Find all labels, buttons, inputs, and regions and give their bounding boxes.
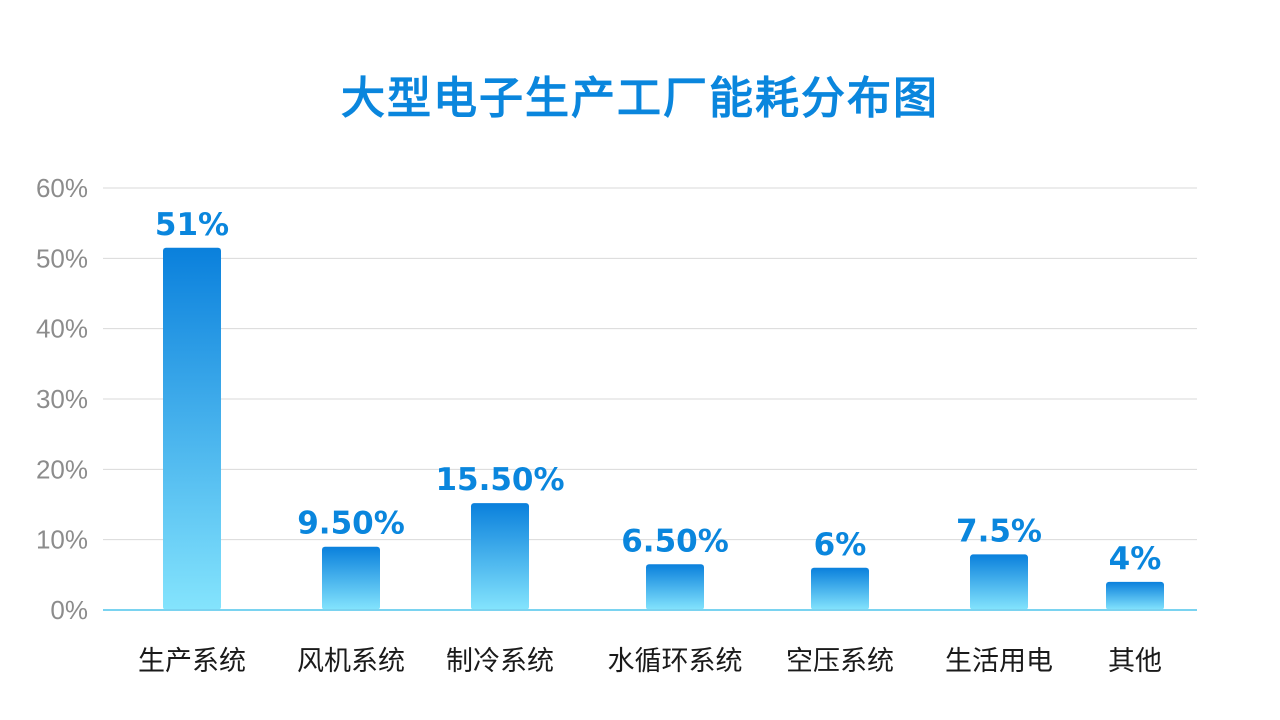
category-label: 制冷系统: [446, 646, 554, 677]
y-tick-label: 50%: [36, 243, 88, 273]
y-axis-ticks: 0% 10% 20% 30% 40% 50% 60%: [36, 173, 88, 625]
category-label: 水循环系统: [608, 646, 743, 677]
bar: [811, 568, 869, 610]
data-label: 15.50%: [435, 462, 564, 498]
y-tick-label: 10%: [36, 525, 88, 555]
y-tick-label: 0%: [50, 595, 88, 625]
data-label: 9.50%: [297, 506, 405, 542]
category-label: 其他: [1108, 646, 1162, 677]
category-labels: 生产系统 风机系统 制冷系统 水循环系统 空压系统 生活用电 其他: [138, 646, 1162, 677]
grid-lines: [103, 188, 1197, 540]
bar: [322, 547, 380, 610]
data-label: 51%: [155, 207, 229, 243]
y-tick-label: 40%: [36, 314, 88, 344]
data-labels: 51% 9.50% 15.50% 6.50% 6% 7.5% 4%: [155, 207, 1161, 577]
data-label: 6.50%: [621, 523, 729, 559]
y-tick-label: 20%: [36, 454, 88, 484]
category-label: 风机系统: [297, 646, 405, 677]
y-tick-label: 60%: [36, 173, 88, 203]
category-label: 生活用电: [945, 646, 1053, 677]
data-label: 6%: [814, 527, 867, 563]
bar: [970, 554, 1028, 610]
bar: [471, 503, 529, 610]
y-tick-label: 30%: [36, 384, 88, 414]
data-label: 4%: [1109, 541, 1162, 577]
bar: [163, 248, 221, 610]
bar: [646, 564, 704, 610]
bar: [1106, 582, 1164, 610]
category-label: 空压系统: [786, 646, 894, 677]
category-label: 生产系统: [138, 646, 246, 677]
data-label: 7.5%: [956, 513, 1042, 549]
